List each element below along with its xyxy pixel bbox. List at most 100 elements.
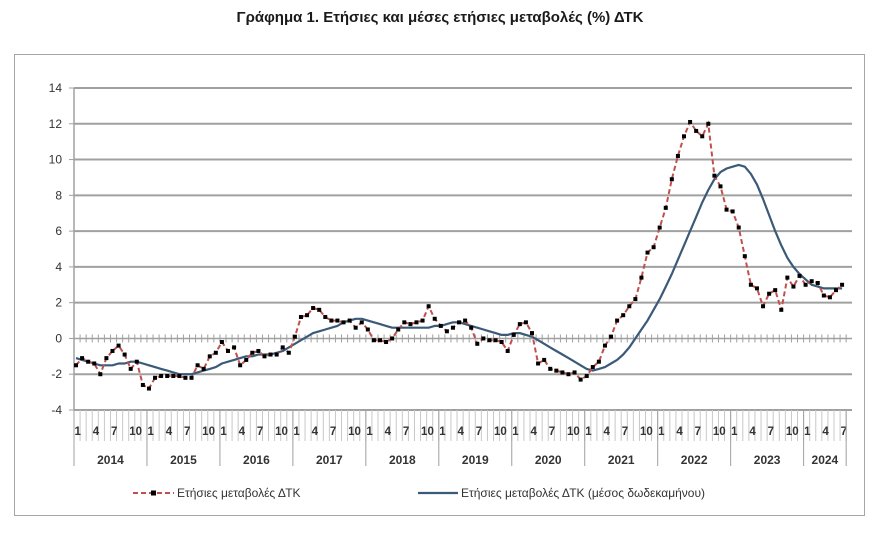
data-point-marker [347,318,352,323]
data-point-marker [86,359,91,364]
data-point-marker [797,273,802,278]
y-tick-label: -2 [51,367,62,381]
x-month-label: 7 [841,426,847,438]
legend-label-average: Ετήσιες μεταβολές ΔΤΚ (μέσος δωδεκαμήνου… [461,486,705,500]
gridlines [73,87,852,411]
x-month-label: 4 [458,426,465,438]
data-point-marker [122,352,127,357]
x-year-label: 2022 [681,453,708,467]
data-point-marker [560,370,565,375]
data-point-marker [323,314,328,319]
x-year-label: 2015 [170,453,197,467]
data-point-marker [712,173,717,178]
data-point-marker [365,327,370,332]
x-month-label: 4 [239,426,246,438]
data-point-marker [736,225,741,230]
data-point-marker [165,374,170,379]
legend-label-annual: Ετήσιες μεταβολές ΔΤΚ [177,486,301,500]
data-point-marker [730,209,735,214]
x-month-label: 10 [421,426,434,438]
data-point-marker [742,254,747,259]
data-point-marker [414,320,419,325]
data-point-marker [584,374,589,379]
x-month-label: 7 [768,426,774,438]
data-point-marker [803,282,808,287]
data-point-marker [536,361,541,366]
x-month-label: 7 [403,426,409,438]
data-point-marker [329,318,334,323]
x-year-label: 2019 [462,453,489,467]
x-month-label: 4 [385,426,392,438]
data-point-marker [353,325,358,330]
data-point-marker [609,334,614,339]
data-point-marker [754,286,759,291]
data-point-marker [378,338,382,343]
data-point-marker [834,288,838,293]
data-point-marker [250,350,255,355]
x-month-label: 7 [330,426,336,438]
data-point-marker [213,350,218,355]
y-tick-label: 2 [55,296,62,310]
x-month-label: 10 [202,426,215,438]
y-axis: -4 -2 0 2 4 6 8 10 12 14 [49,81,75,417]
data-point-marker [748,282,753,287]
data-point-marker [602,343,607,348]
data-point-marker [487,338,492,343]
data-point-marker [177,374,182,379]
data-point-marker [554,368,559,373]
data-point-marker [669,177,674,182]
data-point-marker [475,341,480,346]
y-tick-label: 10 [49,153,63,167]
y-tick-label: 14 [49,81,63,95]
x-month-label: 1 [512,426,519,438]
data-point-marker [292,334,297,339]
data-point-marker [402,320,407,325]
x-month-label: 1 [366,426,373,438]
data-point-marker [481,336,486,341]
x-year-label: 2024 [812,453,839,467]
data-point-marker [815,280,820,285]
data-point-marker [311,306,316,311]
x-month-label: 4 [312,426,319,438]
x-month-label: 7 [111,426,117,438]
data-point-marker [171,374,176,379]
data-point-marker [809,279,814,284]
data-point-marker [341,320,346,325]
legend: Ετήσιες μεταβολές ΔΤΚ Ετήσιες μεταβολές … [133,486,705,500]
x-year-label: 2017 [316,453,343,467]
data-point-marker [615,318,620,323]
data-point-marker [268,352,273,357]
data-point-marker [420,318,425,323]
data-point-marker [590,365,595,370]
y-tick-label: 12 [49,117,63,131]
data-point-marker [493,338,498,343]
data-point-marker [700,134,705,139]
x-year-label: 2021 [608,453,635,467]
data-point-marker [463,318,468,323]
data-point-marker [335,318,340,323]
data-point-marker [371,338,376,343]
data-point-marker [317,307,322,312]
data-point-marker [232,345,237,350]
data-point-marker [785,275,790,280]
data-point-marker [159,374,164,379]
x-month-label: 1 [731,426,738,438]
data-point-marker [408,322,413,327]
data-point-marker [523,320,528,325]
x-month-label: 4 [676,426,683,438]
data-point-marker [663,205,668,210]
data-point-marker [548,366,553,371]
x-month-label: 7 [695,426,701,438]
data-point-marker [694,128,699,133]
data-point-marker [639,275,644,280]
x-month-label: 1 [804,426,811,438]
data-point-marker [219,340,224,345]
x-month-label: 10 [129,426,142,438]
x-month-label: 10 [494,426,507,438]
data-point-marker [773,288,778,293]
x-year-label: 2020 [535,453,562,467]
x-month-label: 1 [585,426,592,438]
data-point-marker [207,354,212,359]
data-point-marker [779,307,784,312]
data-point-marker [116,343,121,348]
